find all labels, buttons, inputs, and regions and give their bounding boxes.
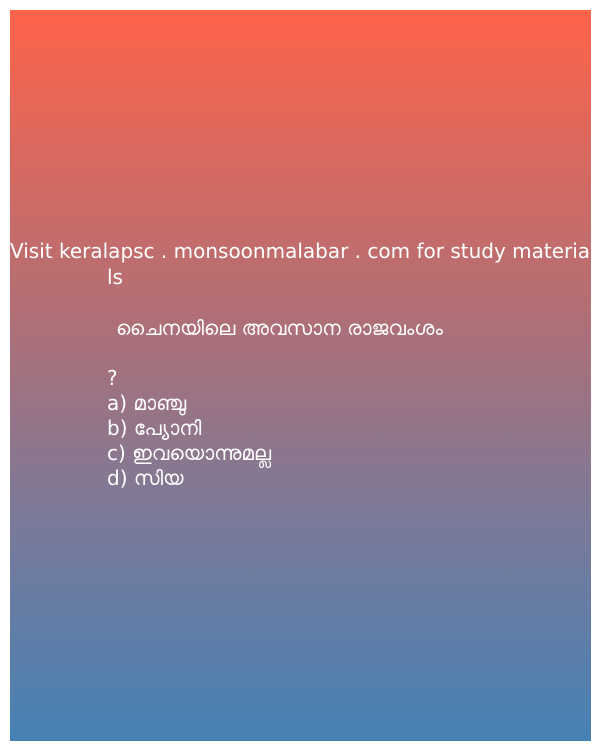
quiz-card: Visit keralapsc . monsoonmalabar . com f… bbox=[10, 10, 591, 741]
question-text: ചൈനയിലെ അവസാന രാജവംശം bbox=[116, 316, 443, 340]
option-d: d) സിയ bbox=[107, 466, 184, 490]
question-mark: ? bbox=[107, 366, 118, 390]
option-a: a) മാഞ്ചു bbox=[107, 391, 187, 415]
option-c: c) ഇവയൊന്നുമല്ല bbox=[107, 441, 272, 465]
promo-text: Visit keralapsc . monsoonmalabar . com f… bbox=[10, 238, 591, 290]
promo-line-1: Visit keralapsc . monsoonmalabar . com f… bbox=[10, 239, 591, 263]
promo-line-2: ls bbox=[107, 265, 123, 289]
option-b: b) പ്യോനി bbox=[107, 416, 202, 440]
answer-options: a) മാഞ്ചു b) പ്യോനി c) ഇവയൊന്നുമല്ല d) സ… bbox=[107, 391, 271, 491]
